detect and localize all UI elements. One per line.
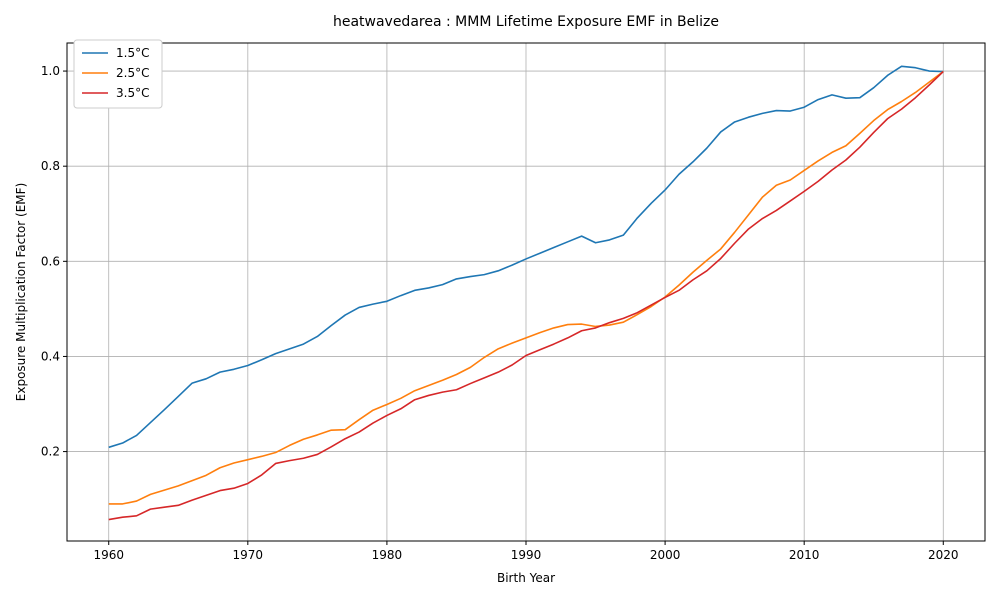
x-tick-label: 1980 [372, 548, 403, 562]
legend: 1.5°C 2.5°C 3.5°C [73, 39, 163, 109]
grid [67, 43, 985, 541]
y-axis-label: Exposure Multiplication Factor (EMF) [14, 183, 28, 401]
legend-label-2: 2.5°C [116, 66, 149, 80]
y-tick-label: 0.6 [41, 254, 60, 268]
chart-title: heatwavedarea : MMM Lifetime Exposure EM… [333, 14, 719, 30]
y-ticks: 0.2 0.4 0.6 0.8 1.0 [41, 64, 67, 459]
legend-label-1: 1.5°C [116, 46, 149, 60]
x-tick-label: 2000 [650, 548, 681, 562]
x-axis-label: Birth Year [497, 571, 555, 585]
series-line-3 [108, 70, 944, 521]
x-tick-label: 1970 [233, 548, 264, 562]
series-line-2 [108, 70, 944, 505]
x-tick-label: 1960 [93, 548, 124, 562]
series-line-1 [108, 65, 944, 449]
x-tick-label: 2010 [789, 548, 820, 562]
legend-label-3: 3.5°C [116, 86, 149, 100]
plot-lines [108, 65, 944, 521]
y-tick-label: 0.8 [41, 159, 60, 173]
legend-box [73, 39, 163, 109]
y-tick-label: 1.0 [41, 64, 60, 78]
y-tick-label: 0.4 [41, 349, 60, 363]
x-tick-label: 1990 [511, 548, 542, 562]
x-tick-label: 2020 [928, 548, 959, 562]
x-ticks: 1960 1970 1980 1990 2000 2010 2020 [93, 541, 959, 562]
y-tick-label: 0.2 [41, 445, 60, 459]
